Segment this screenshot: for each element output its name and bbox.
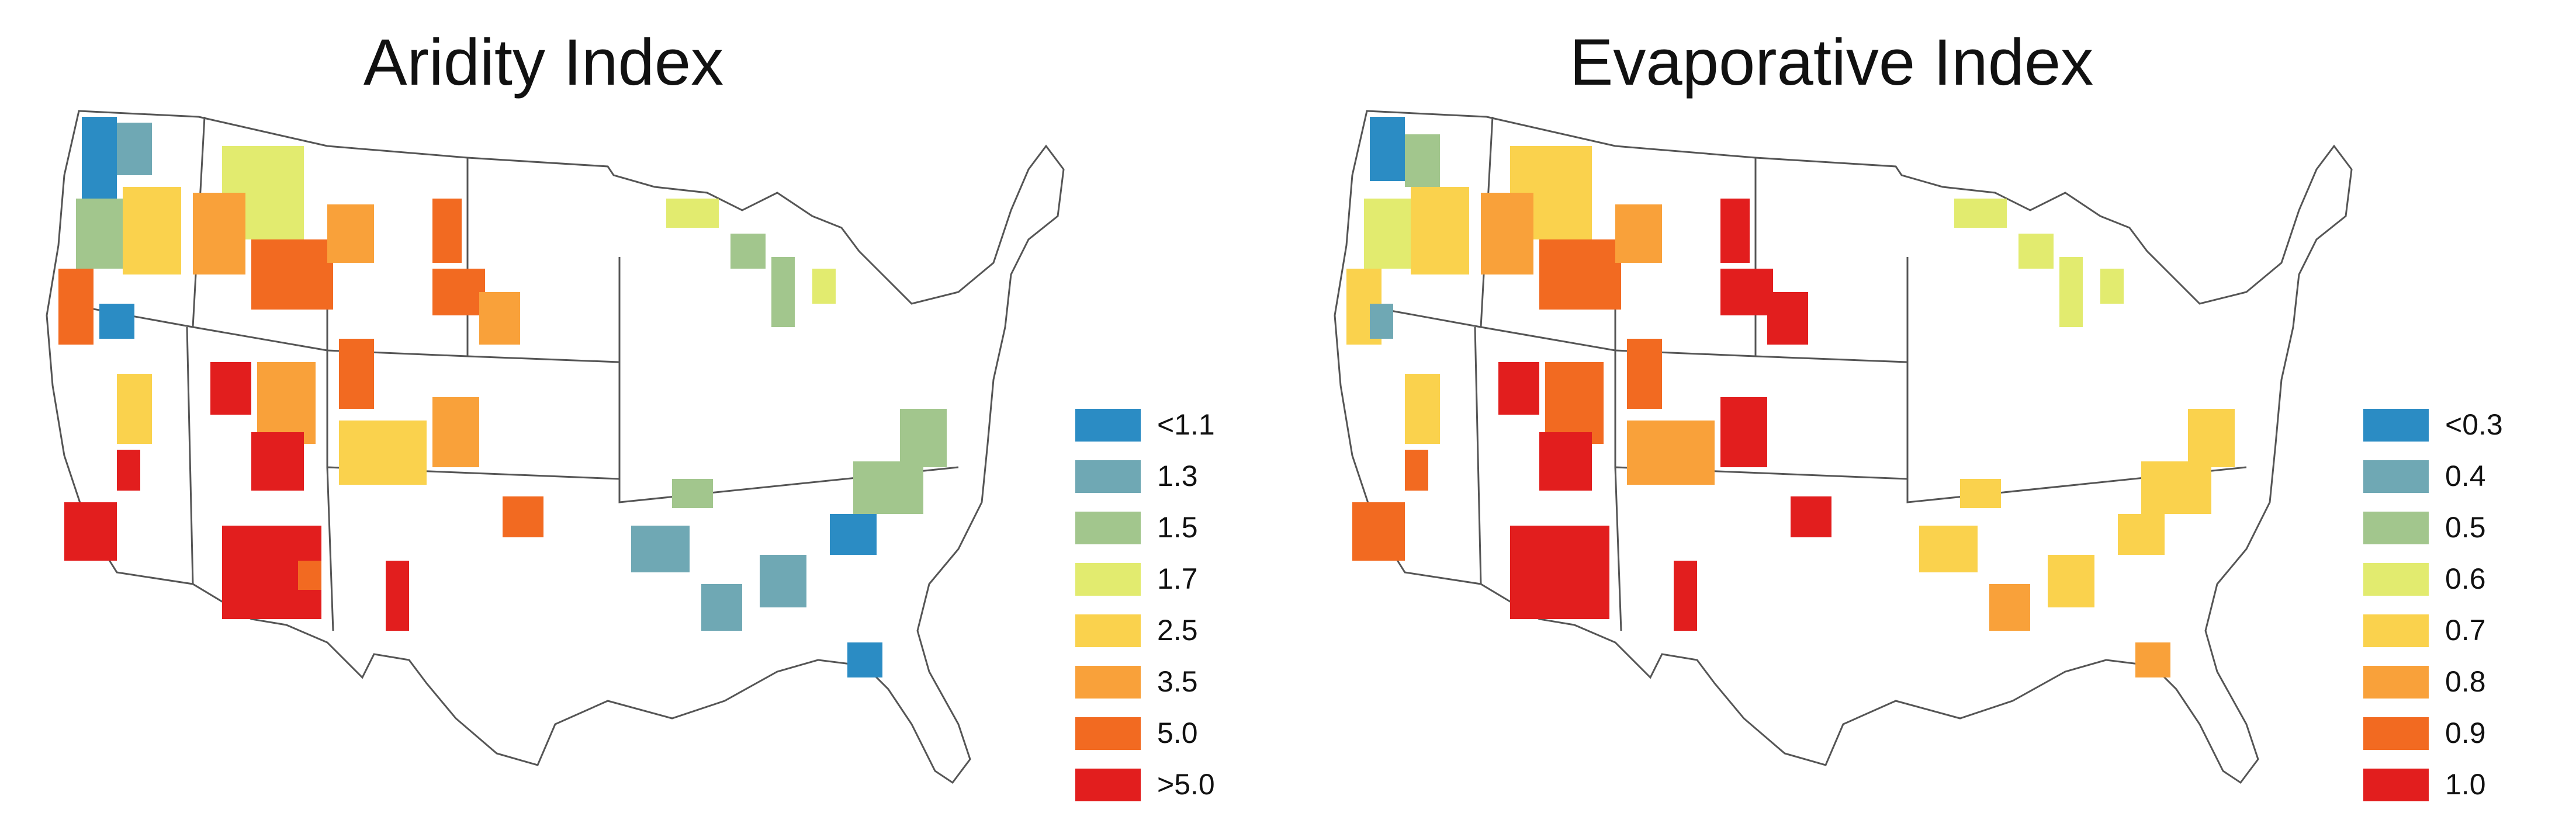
legend-swatch [1075,512,1141,544]
map-title: Evaporative Index [1569,26,2094,99]
legend-swatch [1075,409,1141,442]
legend-label: 0.5 [2445,511,2486,544]
legend-swatch [1075,563,1141,596]
legend-item: 0.5 [2363,506,2562,557]
legend-label: <0.3 [2445,408,2503,441]
region-patches [58,117,947,677]
evaporative-map [1334,110,2353,784]
legend-label: >5.0 [1157,768,1215,801]
legend-swatch [1075,614,1141,647]
legend-swatch [2363,666,2429,699]
legend-item: 3.5 [1075,660,1274,711]
legend-item: 1.7 [1075,557,1274,609]
us-outline [46,110,1065,784]
legend-label: 3.5 [1157,665,1198,698]
legend-item: 0.7 [2363,609,2562,660]
legend-label: 0.8 [2445,665,2486,698]
legend-swatch [1075,769,1141,801]
legend-label: 5.0 [1157,717,1198,749]
legend-item: 0.4 [2363,454,2562,506]
legend-item: 1.3 [1075,454,1274,506]
legend-item: 2.5 [1075,609,1274,660]
legend-item: >5.0 [1075,763,1274,814]
legend-swatch [2363,717,2429,750]
legend-swatch [2363,563,2429,596]
legend-item: 1.0 [2363,763,2562,814]
aridity-map-panel: Aridity Index [46,26,1274,814]
legend-item: 0.8 [2363,660,2562,711]
legend-label: <1.1 [1157,408,1215,441]
legend-label: 0.4 [2445,460,2486,492]
legend-item: 0.6 [2363,557,2562,609]
legend-swatch [2363,614,2429,647]
legend-item: <1.1 [1075,403,1274,454]
map-title: Aridity Index [363,26,724,99]
legend-label: 1.3 [1157,460,1198,492]
evaporative-map-panel: Evaporative Index [1288,0,2576,827]
legend-item: <0.3 [2363,403,2562,454]
legend-swatch [1075,717,1141,750]
legend-label: 1.5 [1157,511,1198,544]
legend-swatch [1075,666,1141,699]
legend: <1.1 1.3 1.5 1.7 2.5 3.5 5.0 >5.0 [1075,403,1274,814]
legend-swatch [2363,409,2429,442]
legend-swatch [2363,512,2429,544]
legend-label: 0.9 [2445,717,2486,749]
legend: <0.3 0.4 0.5 0.6 0.7 0.8 0.9 1.0 [2363,403,2562,814]
legend-label: 0.7 [2445,614,2486,647]
legend-label: 1.0 [2445,768,2486,801]
us-outline [1334,110,2353,784]
legend-label: 1.7 [1157,562,1198,595]
aridity-map [46,110,1065,784]
legend-swatch [2363,460,2429,493]
legend-item: 1.5 [1075,506,1274,557]
legend-item: 5.0 [1075,711,1274,763]
legend-swatch [1075,460,1141,493]
legend-item: 0.9 [2363,711,2562,763]
legend-swatch [2363,769,2429,801]
legend-label: 0.6 [2445,562,2486,595]
region-patches [1346,117,2235,677]
legend-label: 2.5 [1157,614,1198,647]
